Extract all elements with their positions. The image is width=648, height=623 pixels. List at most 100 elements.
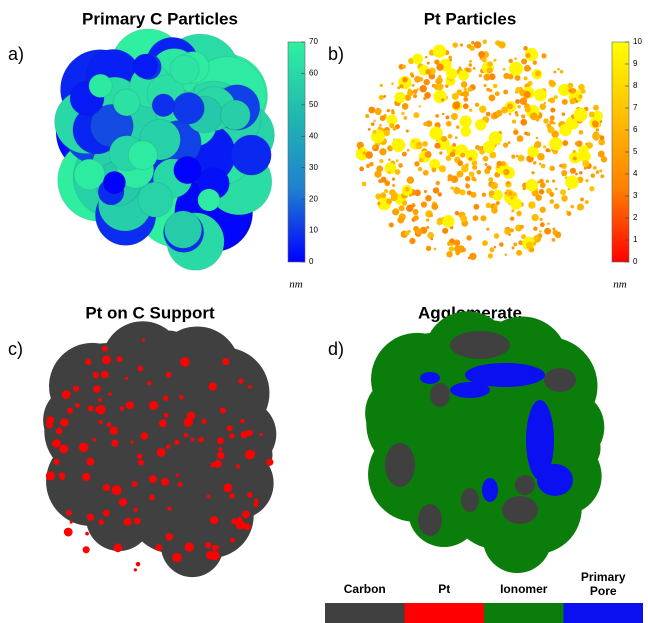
pt-particle (254, 498, 258, 502)
pt-particle (163, 395, 168, 400)
pt-particle (185, 543, 194, 552)
pt-particle (238, 378, 243, 383)
pt-particle (457, 160, 463, 166)
pt-particle (539, 163, 542, 166)
colorbar-tick-label: 7 (633, 103, 638, 112)
carbon-particle (198, 189, 220, 211)
pt-particle (466, 235, 471, 240)
legend-label: Pt (438, 582, 450, 596)
pt-particle (498, 41, 505, 48)
pt-particle (106, 422, 111, 427)
pt-particle (67, 408, 73, 414)
pt-particle (516, 250, 522, 256)
pt-particle (552, 179, 555, 182)
pt-particle (391, 111, 395, 115)
pt-particle (388, 171, 391, 174)
pt-particle (147, 381, 151, 385)
colorbar-tick-label: 0 (633, 257, 638, 266)
pt-particle (442, 215, 454, 227)
pt-particle (260, 433, 263, 436)
pt-particle (533, 242, 536, 245)
pt-particle (406, 129, 409, 132)
pt-particle (524, 132, 527, 135)
pt-particle (511, 209, 514, 212)
pt-particle (407, 149, 410, 152)
pt-particle (562, 112, 566, 116)
pt-particle (483, 242, 486, 245)
pt-particle (568, 89, 572, 93)
pt-particle (111, 440, 118, 447)
pt-particle (184, 433, 189, 438)
pt-particle (73, 386, 79, 392)
carbon-region (502, 496, 538, 524)
pt-particle (141, 432, 148, 439)
pt-particle (589, 186, 594, 191)
pt-particle (488, 253, 493, 258)
pt-particle (394, 92, 405, 103)
pt-particle (573, 89, 576, 92)
pt-particle (554, 203, 560, 209)
pt-particle (539, 189, 545, 195)
pt-particle (358, 147, 361, 150)
pt-particle (599, 169, 602, 172)
colorbar-unit: nm (289, 279, 303, 291)
pt-particle (469, 253, 476, 260)
carbon-particle (173, 92, 205, 124)
pt-particle (530, 113, 538, 121)
pt-particle (380, 115, 386, 121)
pt-particle (579, 130, 584, 135)
pt-particle (409, 194, 412, 197)
pt-particle (570, 205, 574, 209)
pt-particle (520, 98, 527, 105)
carbon-particle (46, 437, 135, 526)
pt-particle (559, 164, 562, 167)
legend-label: PrimaryPore (581, 570, 626, 598)
pt-particle (389, 123, 394, 128)
pt-particle (412, 84, 415, 87)
pt-particle (580, 198, 584, 202)
pt-particle (392, 184, 395, 187)
legend-swatch (484, 603, 564, 623)
pt-particle (510, 216, 514, 220)
pt-particle (98, 519, 104, 525)
pt-particle (521, 114, 525, 118)
pt-particle (86, 458, 94, 466)
ionomer (368, 427, 463, 522)
pt-particle (60, 418, 68, 426)
pt-particle (93, 372, 99, 378)
pt-particle (570, 98, 576, 104)
pt-particle (469, 108, 472, 111)
pt-particle (465, 176, 470, 181)
pt-particle (511, 155, 515, 159)
pt-particle (441, 136, 446, 141)
pt-particle (512, 192, 517, 197)
pt-particle (379, 148, 386, 155)
pt-particle (533, 60, 537, 64)
pt-particle (456, 171, 463, 178)
pt-particle (119, 498, 127, 506)
pt-particle (368, 107, 375, 114)
pt-particle (510, 228, 514, 232)
pt-particle (180, 357, 190, 367)
pt-particle (496, 201, 500, 205)
pt-particle (172, 553, 182, 563)
pt-particle (88, 406, 94, 412)
pt-particle (223, 483, 232, 492)
pt-particle (448, 134, 453, 139)
pt-particle (425, 69, 431, 75)
pt-particle (463, 97, 468, 102)
colorbar (288, 42, 305, 262)
pt-particle (59, 444, 68, 453)
pt-particle (560, 189, 566, 195)
pt-particle (396, 159, 399, 162)
pt-particle (575, 100, 578, 103)
pt-particle (501, 107, 508, 114)
pt-particle (479, 74, 482, 77)
pt-particle (521, 156, 525, 160)
pt-particle (392, 178, 395, 181)
pt-particle (515, 99, 520, 104)
pt-particle (474, 41, 481, 48)
pt-particle (66, 510, 72, 516)
pt-particle (540, 218, 543, 221)
pt-particle (522, 187, 526, 191)
